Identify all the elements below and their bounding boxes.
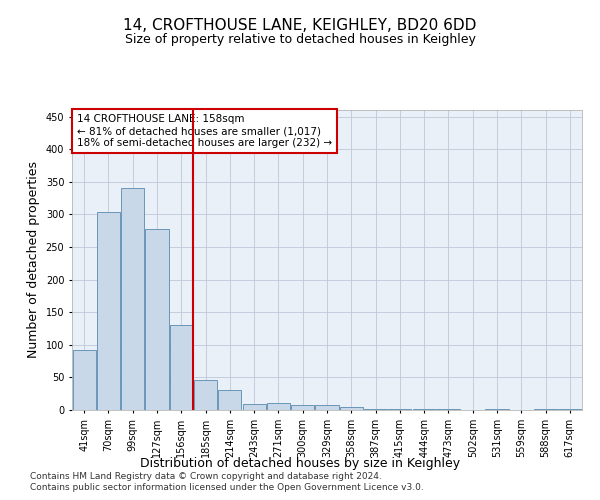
Text: Contains HM Land Registry data © Crown copyright and database right 2024.: Contains HM Land Registry data © Crown c…: [30, 472, 382, 481]
Bar: [291, 405, 314, 410]
Bar: [218, 390, 241, 410]
Bar: [73, 350, 95, 410]
Bar: [121, 188, 144, 410]
Bar: [242, 404, 266, 410]
Text: 14 CROFTHOUSE LANE: 158sqm
← 81% of detached houses are smaller (1,017)
18% of s: 14 CROFTHOUSE LANE: 158sqm ← 81% of deta…: [77, 114, 332, 148]
Bar: [267, 404, 290, 410]
Text: Contains public sector information licensed under the Open Government Licence v3: Contains public sector information licen…: [30, 483, 424, 492]
Bar: [485, 408, 509, 410]
Bar: [170, 324, 193, 410]
Bar: [316, 405, 338, 410]
Bar: [413, 408, 436, 410]
Bar: [364, 408, 387, 410]
Y-axis label: Number of detached properties: Number of detached properties: [27, 162, 40, 358]
Bar: [559, 408, 581, 410]
Text: Size of property relative to detached houses in Keighley: Size of property relative to detached ho…: [125, 32, 475, 46]
Bar: [97, 212, 120, 410]
Bar: [145, 230, 169, 410]
Bar: [194, 380, 217, 410]
Text: 14, CROFTHOUSE LANE, KEIGHLEY, BD20 6DD: 14, CROFTHOUSE LANE, KEIGHLEY, BD20 6DD: [124, 18, 476, 32]
Bar: [340, 408, 363, 410]
Text: Distribution of detached houses by size in Keighley: Distribution of detached houses by size …: [140, 458, 460, 470]
